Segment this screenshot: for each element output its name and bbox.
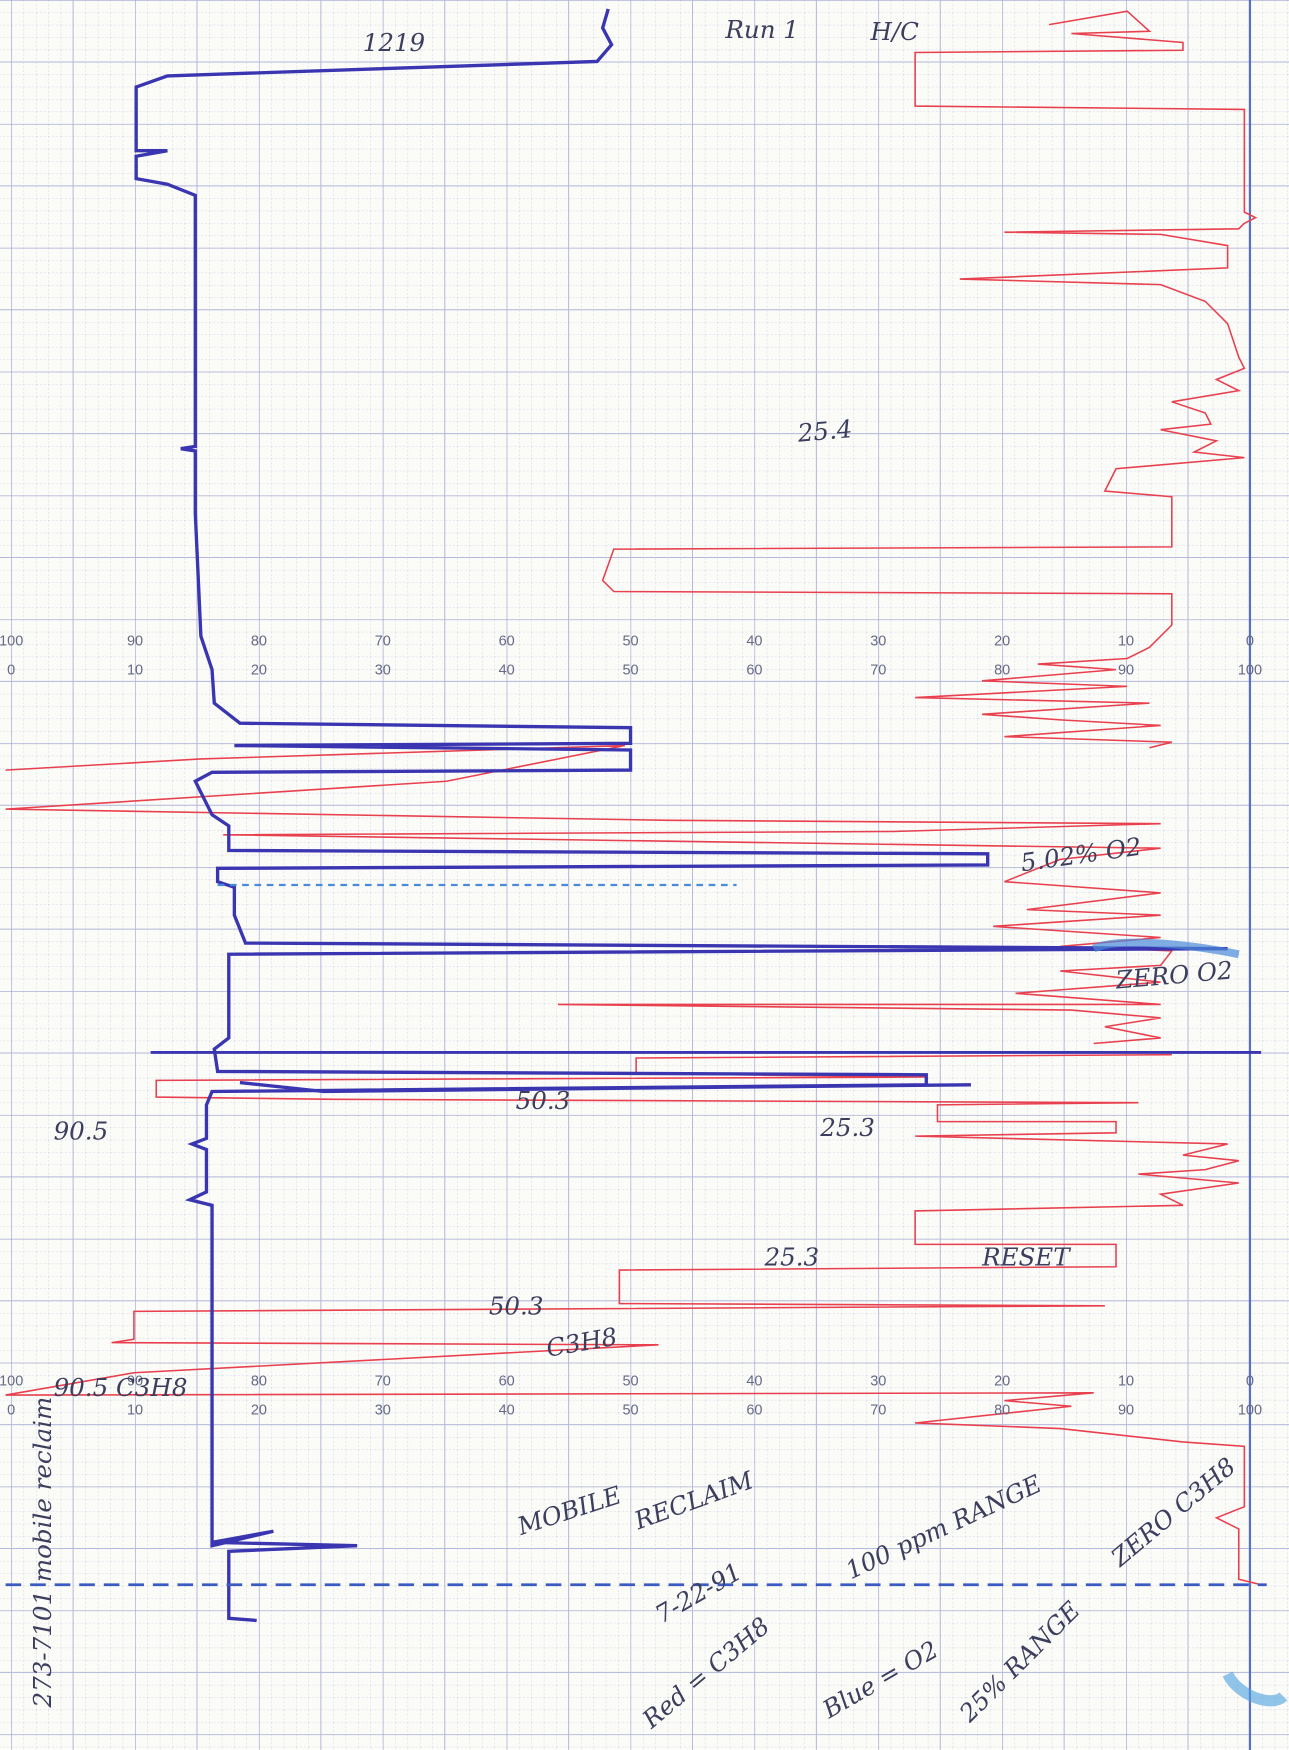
scale-label: 100 [0, 1374, 23, 1390]
scale-label: 100 [1238, 1403, 1262, 1419]
scale-label: 90 [1118, 663, 1134, 679]
scale-label: 50 [622, 1374, 638, 1390]
scale-label: 80 [994, 663, 1010, 679]
annotation: 273-7101 mobile reclaim [28, 1397, 57, 1709]
scale-label: 10 [127, 663, 143, 679]
scale-label: 20 [251, 1403, 267, 1419]
scale-label: 40 [499, 663, 515, 679]
scale-label: 50 [622, 663, 638, 679]
scale-label: 70 [375, 1374, 391, 1390]
annotation: 50.3 [516, 1086, 571, 1115]
annotation: 25.3 [763, 1242, 819, 1271]
annotation: RESET [981, 1242, 1071, 1271]
scale-label: 40 [746, 1374, 762, 1390]
scale-label: 10 [1118, 634, 1134, 650]
major-grid [0, 0, 1289, 1750]
chart-paper: 1219Run 1H/C1009080706050403020100010203… [0, 0, 1289, 1750]
scale-label: 10 [1118, 1374, 1134, 1390]
scale-label: 0 [7, 663, 15, 679]
scale-label: 40 [499, 1403, 515, 1419]
scale-label: 60 [746, 663, 762, 679]
scale-label: 0 [1246, 634, 1254, 650]
scale-label: 30 [375, 663, 391, 679]
run-label: Run 1 [724, 15, 799, 44]
scale-label: 70 [870, 1403, 886, 1419]
scale-label: 60 [746, 1403, 762, 1419]
scale-label: 30 [870, 1374, 886, 1390]
scale-label: 80 [994, 1403, 1010, 1419]
scale-label: 80 [251, 634, 267, 650]
scale-label: 0 [7, 1403, 15, 1419]
scale-label: 70 [375, 634, 391, 650]
scale-label: 70 [870, 663, 886, 679]
annotation: 50.3 [489, 1292, 544, 1321]
scale-label: 60 [499, 1374, 515, 1390]
scale-label: 30 [870, 634, 886, 650]
scale-label: 20 [994, 634, 1010, 650]
scale-label: 50 [622, 1403, 638, 1419]
annotation: 90.5 [54, 1116, 109, 1145]
scale-label: 80 [251, 1374, 267, 1390]
annotation: 25.4 [796, 414, 854, 448]
scale-label: 90 [1118, 1403, 1134, 1419]
scale-label: 30 [375, 1403, 391, 1419]
scale-label: 0 [1246, 1374, 1254, 1390]
scale-label: 90 [127, 634, 143, 650]
scale-label: 10 [127, 1403, 143, 1419]
scale-label: 40 [746, 634, 762, 650]
annotation: 25.3 [819, 1113, 875, 1142]
annotation: 90.5 C3H8 [54, 1373, 188, 1402]
scale-label: 50 [622, 634, 638, 650]
scale-label: 60 [499, 634, 515, 650]
scale-label: 100 [1238, 663, 1262, 679]
channel: H/C [869, 17, 919, 46]
scale-label: 20 [994, 1374, 1010, 1390]
reading: 1219 [363, 28, 425, 57]
scale-label: 100 [0, 634, 23, 650]
scale-label: 20 [251, 663, 267, 679]
